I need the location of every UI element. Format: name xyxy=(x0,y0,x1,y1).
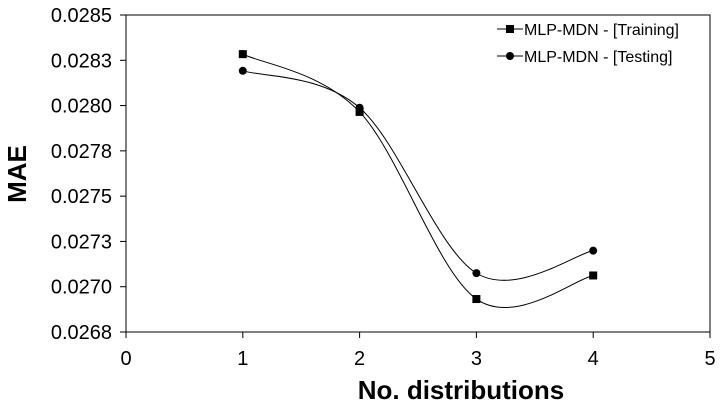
x-tick-label: 1 xyxy=(237,348,248,370)
legend-label: MLP-MDN - [Training] xyxy=(524,22,679,39)
legend-marker xyxy=(506,25,514,33)
y-tick-label: 0.0285 xyxy=(51,5,112,27)
x-tick-label: 4 xyxy=(588,348,599,370)
data-point xyxy=(238,50,247,59)
legend-label: MLP-MDN - [Testing] xyxy=(524,49,672,66)
x-tick-label: 0 xyxy=(120,348,131,370)
y-axis-title: MAE xyxy=(2,145,32,203)
x-tick-label: 3 xyxy=(471,348,482,370)
data-point xyxy=(355,107,364,116)
plot-frame xyxy=(125,14,711,333)
series-line xyxy=(242,53,594,308)
series-layer xyxy=(238,50,598,308)
x-tick-label: 5 xyxy=(704,348,715,370)
y-tick-label: 0.0280 xyxy=(51,96,112,118)
y-tick-label: 0.0268 xyxy=(51,322,112,344)
legend-entry: MLP-MDN - [Training] xyxy=(497,22,679,39)
y-tick-label: 0.0270 xyxy=(51,277,112,299)
series-line xyxy=(242,70,594,281)
y-tick-label: 0.0273 xyxy=(51,231,112,253)
y-tick-label: 0.0275 xyxy=(51,186,112,208)
series-1 xyxy=(238,50,598,308)
legend-entry: MLP-MDN - [Testing] xyxy=(497,49,672,66)
data-point xyxy=(589,271,598,280)
x-axis-title: No. distributions xyxy=(358,375,565,404)
legend: MLP-MDN - [Training] MLP-MDN - [Testing] xyxy=(497,22,679,66)
series-2 xyxy=(238,66,598,281)
legend-marker xyxy=(506,52,514,60)
data-point xyxy=(355,103,364,112)
data-point xyxy=(238,66,247,75)
y-tick-label: 0.0278 xyxy=(51,141,112,163)
data-point xyxy=(472,295,481,304)
data-point xyxy=(589,246,598,255)
y-tick-label: 0.0283 xyxy=(51,50,112,72)
plot-axes: 0 1 2 3 4 5 0.0268 0.0270 0.0273 0.0275 0.0278 0.02… xyxy=(51,5,716,370)
data-point xyxy=(472,269,481,278)
x-tick-label: 2 xyxy=(354,348,365,370)
